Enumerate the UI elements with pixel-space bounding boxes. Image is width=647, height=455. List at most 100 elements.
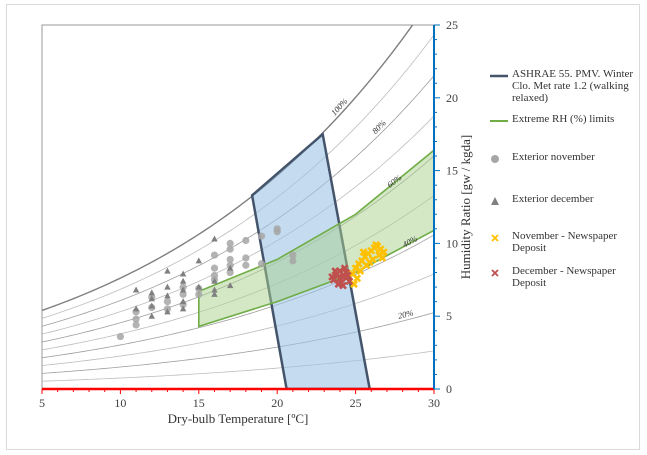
point-circle [226,255,234,264]
point-circle [132,315,140,323]
point-triangle [164,283,171,290]
rh-curve-80 [42,75,434,327]
point-x [328,272,336,281]
y-tick-label: 10 [446,236,458,250]
legend-marker-circle-icon [491,155,499,163]
x-tick-label: 10 [114,396,126,410]
y-ticks: 0 5 10 15 20 25 [434,18,458,396]
y-tick-label: 20 [446,91,458,105]
point-triangle [195,257,202,264]
point-triangle [148,302,155,309]
point-x [359,248,368,257]
point-x [365,258,374,267]
point-circle [226,239,234,247]
point-triangle [148,312,155,319]
legend-label-december-newspaper: December - Newspaper Deposit [512,265,616,289]
point-triangle [179,270,187,277]
point-triangle [179,286,187,293]
point-circle [210,264,219,272]
rh-curve-30 [42,273,434,366]
rh-curves [42,25,434,382]
point-circle [116,332,124,341]
point-x [372,240,380,249]
point-circle [289,257,297,265]
point-circle [257,260,266,268]
point-triangle [226,264,234,271]
legend-marker-x-red-icon [491,269,499,277]
rh-curve-100 [42,25,414,312]
rh-curve-20 [42,312,434,374]
x-tick-label: 25 [350,396,362,410]
point-circle [195,290,203,298]
y-tick-label: 5 [446,309,452,323]
point-circle [242,261,250,269]
x-tick-label: 15 [193,396,205,410]
point-circle [242,236,250,245]
point-circle [226,245,234,253]
point-circle [210,251,219,259]
point-triangle [164,292,171,299]
point-triangle [164,267,171,274]
point-x [356,267,365,275]
point-x [353,274,362,283]
rh-label-80: 80% [370,118,388,136]
point-circle [226,268,234,277]
legend-label-november-newspaper: November - Newspaper Deposit [512,230,618,254]
point-triangle [164,308,171,315]
point-circle [273,225,281,233]
y-tick-label: 25 [446,18,458,32]
point-triangle [179,298,187,305]
series-3 [132,235,234,319]
point-triangle [211,286,218,293]
point-triangle [148,289,155,296]
point-triangle [179,277,187,284]
y-tick-label: 15 [446,164,458,178]
x-tick-label: 20 [271,396,283,410]
point-x [345,277,354,286]
point-circle [132,321,140,329]
rh-curve-90 [42,34,434,319]
point-triangle [148,295,155,302]
point-triangle [195,283,202,290]
region-extreme-rh [198,149,434,328]
point-x [339,281,347,290]
point-triangle [132,286,140,293]
point-x [336,274,344,283]
legend-label-ashrae: ASHRAE 55. PMV. Winter Clo. Met rate 1.2… [512,68,634,104]
y-axis-title: Humidity Ratio [gw / kgda] [458,135,473,279]
legend-marker-x-yellow-icon [491,234,499,242]
point-circle [257,232,266,240]
point-x [340,264,349,273]
rh-curve-10 [42,350,434,382]
legend-label-exterior-november: Exterior november [512,151,595,163]
point-circle [163,298,172,306]
legend-label-exterior-december: Exterior december [512,193,594,205]
point-circle [289,251,297,259]
point-triangle [211,277,218,284]
x-ticks: 5 10 15 20 25 30 [39,389,440,410]
x-tick-label: 5 [39,396,45,410]
regions [198,131,434,389]
point-triangle [211,290,218,297]
point-circle [179,290,187,298]
x-axis-title: Dry-bulb Temperature [ºC] [168,411,309,426]
rh-curve-70 [42,115,434,335]
rh-label-20: 20% [397,307,415,321]
point-x [331,267,340,275]
legend-marker-triangle-icon [491,197,499,205]
legend-line-ashrae-icon [490,74,508,78]
point-triangle [211,235,218,242]
point-x [378,254,387,262]
legend-line-extreme-rh-icon [490,120,508,122]
point-triangle [132,305,140,312]
point-x [343,271,352,280]
series-5 [328,264,354,290]
y-tick-label: 0 [446,382,452,396]
point-circle [242,254,250,262]
point-triangle [226,282,234,289]
x-tick-label: 30 [428,396,440,410]
point-circle [210,271,219,280]
point-triangle [179,305,187,312]
data-points [116,225,388,341]
